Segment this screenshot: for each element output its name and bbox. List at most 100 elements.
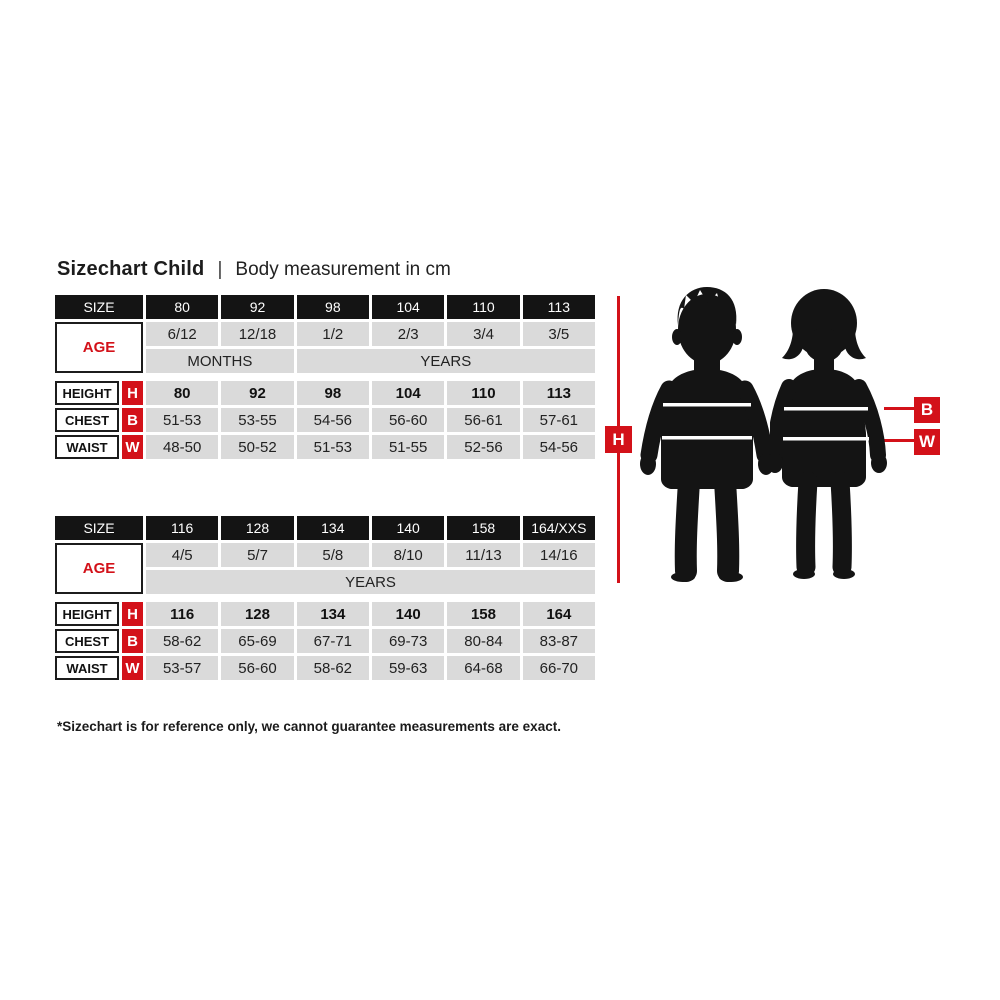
waist-value-cell: 52-56: [447, 435, 520, 459]
boy-silhouette-icon: [640, 287, 774, 582]
size-value-cell: 113: [522, 295, 595, 319]
boy-chest-line: [663, 403, 751, 407]
height-row-label: HEIGHT H: [55, 381, 143, 405]
chest-value-cell: 53-55: [221, 408, 294, 432]
age-value-cell: 4/5: [146, 543, 219, 567]
waist-value-cell: 56-60: [221, 656, 294, 680]
size-value-cell: 98: [296, 295, 369, 319]
waist-value-cell: 53-57: [146, 656, 219, 680]
size-age-grid: SIZE 80 92 98 104 110 113 AGE 6/12 12/18 1/2 2/3 3/4…: [55, 295, 595, 373]
size-value-cell: 128: [221, 516, 294, 540]
size-value-cell: 158: [447, 516, 520, 540]
boy-waist-line: [662, 436, 752, 440]
size-header-cell: SIZE: [55, 295, 143, 319]
age-label-cell: AGE: [55, 543, 143, 594]
measurement-grid: HEIGHT H 116 128 134 140 158 164 CHEST B 58-62 65-6…: [55, 602, 595, 680]
chest-value-cell: 65-69: [221, 629, 294, 653]
waist-label-cell: WAIST: [55, 435, 119, 459]
girl-waist-line: [783, 437, 869, 441]
age-value-cell: 2/3: [372, 322, 445, 346]
height-value-cell: 134: [296, 602, 369, 626]
height-label-cell: HEIGHT: [55, 381, 119, 405]
size-value-cell: 80: [146, 295, 219, 319]
waist-badge-icon: W: [122, 435, 143, 459]
age-unit-cell: YEARS: [296, 349, 595, 373]
chest-value-cell: 56-60: [372, 408, 445, 432]
waist-value-cell: 48-50: [146, 435, 219, 459]
chest-label-cell: CHEST: [55, 408, 119, 432]
size-value-cell: 134: [296, 516, 369, 540]
sizechart-table-large-sizes: SIZE 116 128 134 140 158 164/XXS AGE 4/5 5/7 5/8 8/…: [55, 516, 595, 680]
age-value-cell: 12/18: [221, 322, 294, 346]
waist-badge-icon: W: [914, 429, 940, 455]
age-label-cell: AGE: [55, 322, 143, 373]
chest-badge-icon: B: [914, 397, 940, 423]
chest-value-cell: 83-87: [522, 629, 595, 653]
size-value-cell: 110: [447, 295, 520, 319]
title-separator: |: [217, 259, 223, 280]
waist-badge-icon: W: [122, 656, 143, 680]
size-value-cell: 116: [146, 516, 219, 540]
waist-value-cell: 51-53: [296, 435, 369, 459]
height-row-label: HEIGHT H: [55, 602, 143, 626]
waist-value-cell: 66-70: [522, 656, 595, 680]
age-value-cell: 5/8: [296, 543, 369, 567]
size-value-cell: 140: [372, 516, 445, 540]
waist-value-cell: 64-68: [447, 656, 520, 680]
page-title: Sizechart Child | Body measurement in cm: [57, 258, 451, 281]
measurement-grid: HEIGHT H 80 92 98 104 110 113 CHEST B 51-53 53-55 54…: [55, 381, 595, 459]
size-value-cell: 104: [372, 295, 445, 319]
waist-value-cell: 54-56: [522, 435, 595, 459]
height-badge-icon: H: [605, 426, 632, 453]
title-subtitle: Body measurement in cm: [235, 259, 451, 280]
size-value-cell: 164/XXS: [522, 516, 595, 540]
size-header-cell: SIZE: [55, 516, 143, 540]
chest-value-cell: 56-61: [447, 408, 520, 432]
girl-silhouette-icon: [770, 289, 887, 579]
chest-value-cell: 57-61: [522, 408, 595, 432]
chest-measure-line: [884, 407, 914, 410]
chest-badge-icon: B: [122, 408, 143, 432]
age-unit-cell: MONTHS: [146, 349, 294, 373]
height-value-cell: 104: [372, 381, 445, 405]
height-value-cell: 128: [221, 602, 294, 626]
height-value-cell: 164: [522, 602, 595, 626]
waist-value-cell: 50-52: [221, 435, 294, 459]
waist-value-cell: 51-55: [372, 435, 445, 459]
chest-row-label: CHEST B: [55, 629, 143, 653]
chest-label-cell: CHEST: [55, 629, 119, 653]
chest-value-cell: 67-71: [296, 629, 369, 653]
height-value-cell: 110: [447, 381, 520, 405]
size-value-cell: 92: [221, 295, 294, 319]
age-value-cell: 11/13: [447, 543, 520, 567]
height-value-cell: 80: [146, 381, 219, 405]
waist-row-label: WAIST W: [55, 435, 143, 459]
waist-value-cell: 59-63: [372, 656, 445, 680]
footnote-text: *Sizechart is for reference only, we can…: [57, 719, 561, 734]
size-age-grid: SIZE 116 128 134 140 158 164/XXS AGE 4/5 5/7 5/8 8/…: [55, 516, 595, 594]
age-value-cell: 3/5: [522, 322, 595, 346]
waist-label-cell: WAIST: [55, 656, 119, 680]
age-value-cell: 3/4: [447, 322, 520, 346]
waist-measure-line: [878, 439, 914, 442]
chest-value-cell: 54-56: [296, 408, 369, 432]
height-value-cell: 98: [296, 381, 369, 405]
age-unit-cell: YEARS: [146, 570, 595, 594]
age-value-cell: 6/12: [146, 322, 219, 346]
chest-value-cell: 69-73: [372, 629, 445, 653]
height-value-cell: 116: [146, 602, 219, 626]
waist-value-cell: 58-62: [296, 656, 369, 680]
age-value-cell: 1/2: [296, 322, 369, 346]
age-value-cell: 5/7: [221, 543, 294, 567]
height-badge-icon: H: [122, 381, 143, 405]
girl-chest-line: [784, 407, 868, 411]
height-value-cell: 113: [522, 381, 595, 405]
title-main: Sizechart Child: [57, 258, 205, 280]
height-value-cell: 92: [221, 381, 294, 405]
height-badge-icon: H: [122, 602, 143, 626]
age-value-cell: 8/10: [372, 543, 445, 567]
height-value-cell: 158: [447, 602, 520, 626]
chest-badge-icon: B: [122, 629, 143, 653]
chest-row-label: CHEST B: [55, 408, 143, 432]
